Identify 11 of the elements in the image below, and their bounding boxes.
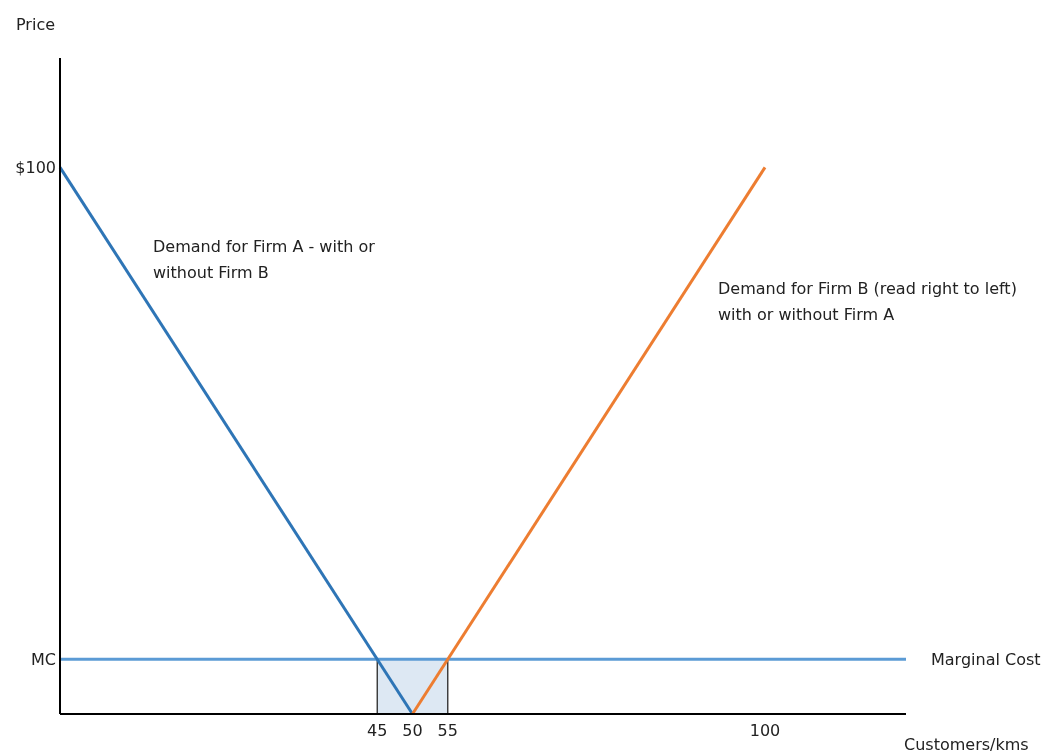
x-tick-label: 50: [402, 721, 423, 740]
annotation: MC: [31, 650, 56, 670]
x-tick-label: 55: [437, 721, 458, 740]
annotation: Demand for Firm B (read right to left) with or without Firm A: [718, 279, 1017, 324]
x-tick-label: 100: [749, 721, 781, 740]
ref-line-label: Marginal Cost: [931, 650, 1041, 670]
x-axis-title: Customers/kms: [904, 735, 1029, 751]
text: Price: [16, 15, 56, 34]
annotation: $100: [15, 158, 56, 178]
x-tick-label: 45: [367, 721, 388, 740]
annotation: Demand for Firm A - with or without Firm B: [153, 237, 376, 282]
